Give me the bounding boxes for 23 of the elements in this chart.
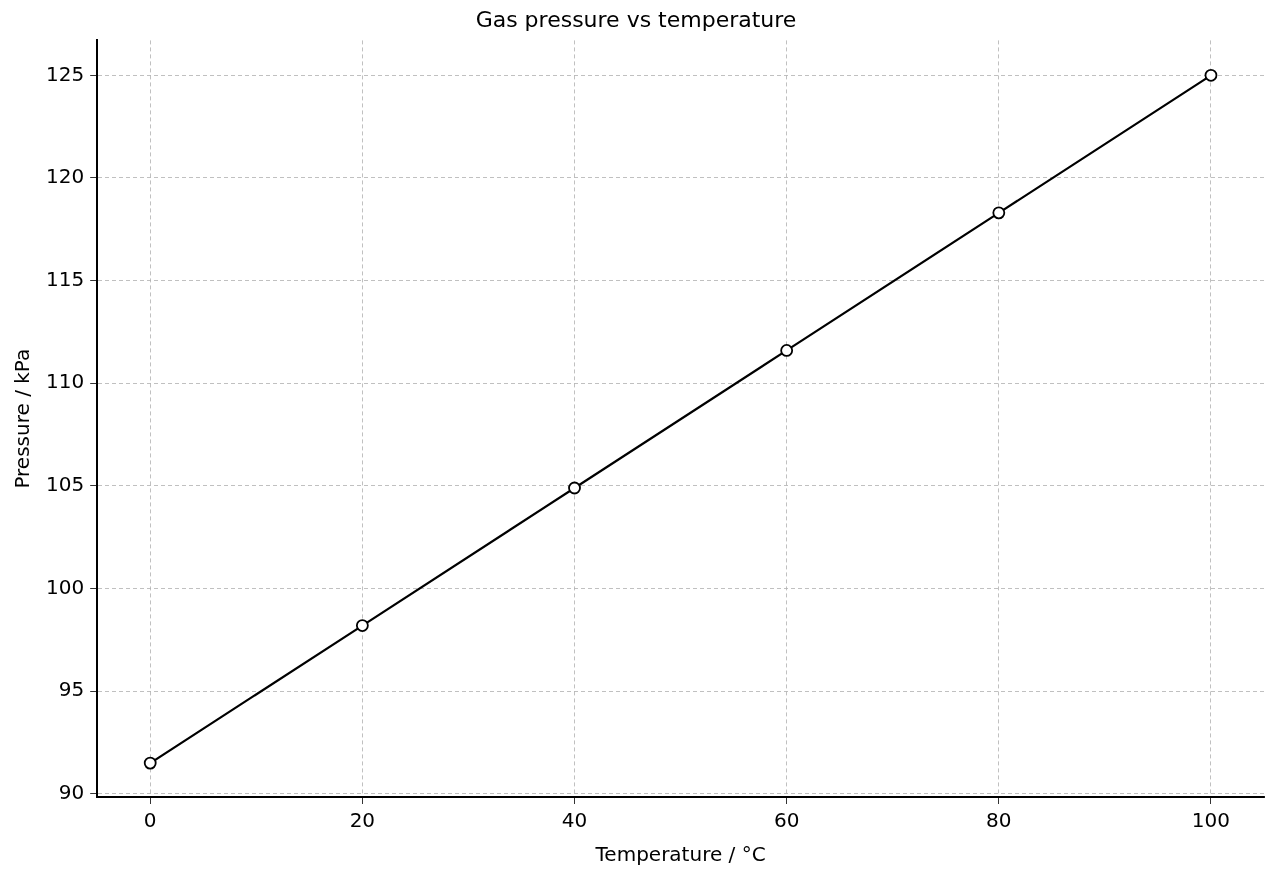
y-tick-label: 105	[45, 472, 85, 497]
y-tick-label: 120	[45, 164, 85, 189]
y-axis-title: Pressure / kPa	[10, 348, 35, 489]
x-tick-label: 40	[561, 808, 588, 833]
y-tick-label: 115	[45, 266, 85, 291]
y-tick-label: 110	[45, 369, 85, 394]
x-tick-label: 100	[1191, 808, 1231, 833]
x-tick-label: 0	[143, 808, 157, 833]
point	[992, 206, 1006, 220]
point	[1204, 68, 1218, 82]
x-tick-label: 20	[349, 808, 376, 833]
chart-title: Gas pressure vs temperature	[475, 6, 797, 32]
y-tick-label: 90	[58, 780, 85, 805]
point	[780, 344, 794, 357]
y-tick-label: 125	[45, 61, 85, 86]
point	[143, 756, 157, 770]
x-axis-title: Temperature / °C	[594, 842, 766, 867]
x-tick-label: 80	[986, 808, 1012, 833]
point	[568, 481, 581, 495]
y-tick-label: 100	[45, 574, 85, 599]
point	[355, 619, 369, 632]
x-tick-label: 60	[773, 808, 800, 833]
y-tick-label: 95	[58, 677, 85, 702]
